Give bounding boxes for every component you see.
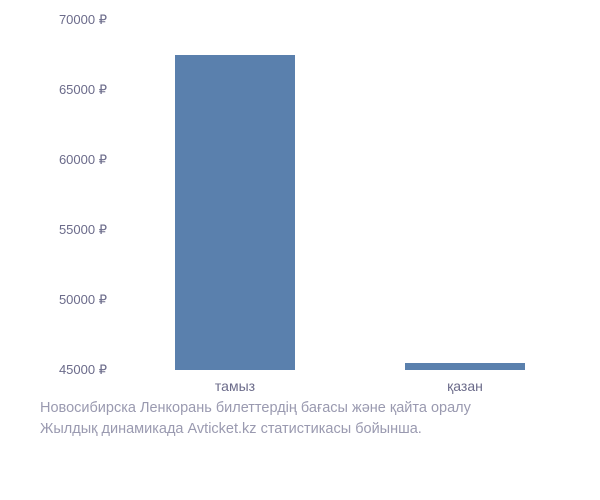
y-tick-label: 45000 ₽ [59, 362, 107, 378]
y-axis: 45000 ₽50000 ₽55000 ₽60000 ₽65000 ₽70000… [40, 20, 115, 370]
x-tick-label: қазан [447, 378, 483, 394]
y-tick-label: 50000 ₽ [59, 292, 107, 308]
y-tick-label: 60000 ₽ [59, 152, 107, 168]
chart-caption: Новосибирска Ленкорань билеттердің бағас… [40, 398, 600, 440]
y-tick-label: 55000 ₽ [59, 222, 107, 238]
x-axis: тамыз қазан [120, 378, 580, 398]
y-tick-label: 65000 ₽ [59, 82, 107, 98]
bar [175, 55, 295, 370]
caption-line-2: Жылдық динамикада Avticket.kz статистика… [40, 419, 600, 440]
caption-line-1: Новосибирска Ленкорань билеттердің бағас… [40, 398, 600, 419]
x-tick-label: тамыз [215, 378, 255, 394]
y-tick-label: 70000 ₽ [59, 12, 107, 28]
price-bar-chart: 45000 ₽50000 ₽55000 ₽60000 ₽65000 ₽70000… [40, 20, 580, 400]
plot-area [120, 20, 580, 370]
bar [405, 363, 525, 370]
